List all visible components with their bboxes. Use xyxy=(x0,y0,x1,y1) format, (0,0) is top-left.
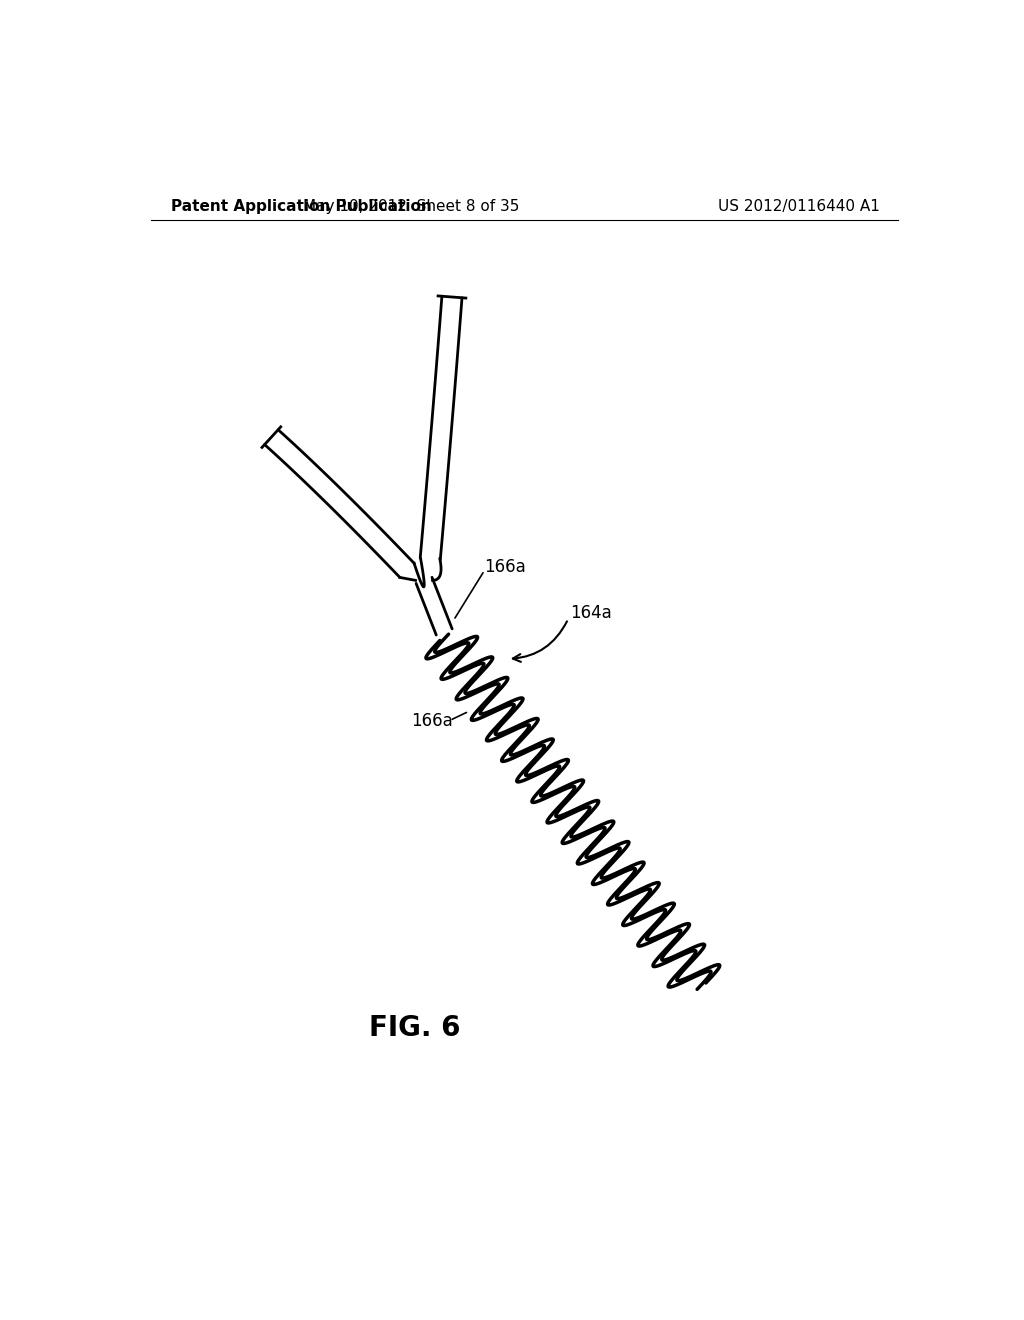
Text: May 10, 2012  Sheet 8 of 35: May 10, 2012 Sheet 8 of 35 xyxy=(303,198,519,214)
Text: 166a: 166a xyxy=(484,557,526,576)
Text: Patent Application Publication: Patent Application Publication xyxy=(171,198,431,214)
Text: 164a: 164a xyxy=(569,603,611,622)
Text: US 2012/0116440 A1: US 2012/0116440 A1 xyxy=(718,198,880,214)
Text: 166a: 166a xyxy=(411,711,453,730)
Text: FIG. 6: FIG. 6 xyxy=(369,1015,461,1043)
